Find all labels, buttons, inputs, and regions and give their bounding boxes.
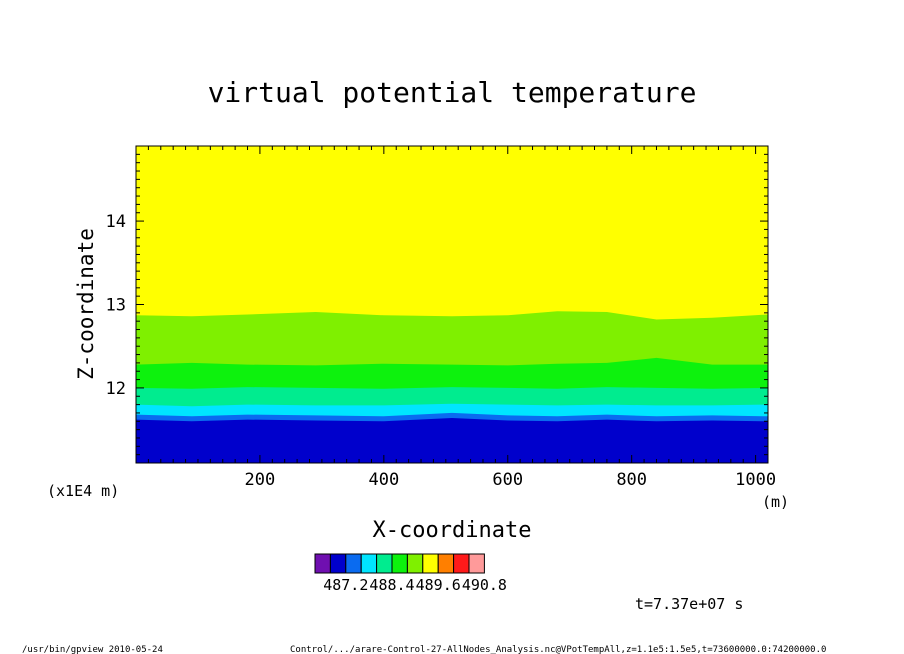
y-axis-label: Z-coordinate (74, 228, 98, 380)
x-tick-label: 200 (245, 470, 276, 490)
colorbar-box (468, 553, 485, 574)
colorbar: 487.2 488.4 489.6 490.8 (314, 553, 507, 594)
colorbar-box (406, 553, 424, 574)
colorbar-box (422, 553, 439, 574)
colorbar-label: 488.4 (369, 576, 414, 594)
footer-right: Control/.../arare-Control-27-AllNodes_An… (290, 645, 826, 654)
x-tick-label: 600 (492, 470, 523, 490)
colorbar-box (360, 553, 378, 574)
time-label: t=7.37e+07 s (635, 595, 743, 613)
x-unit-label: (m) (762, 493, 789, 511)
contour-band-1 (136, 418, 768, 463)
chart-title: virtual potential temperature (208, 76, 697, 109)
colorbar-box (437, 553, 455, 574)
colorbar-box (329, 553, 347, 574)
colorbar-label: 489.6 (416, 576, 461, 594)
x-tick-label: 1000 (735, 470, 776, 490)
colorbar-label: 487.2 (323, 576, 368, 594)
contour-plot-area (136, 146, 768, 463)
y-tick-label: 14 (106, 212, 126, 232)
colorbar-box (345, 553, 362, 574)
x-tick-label: 800 (616, 470, 647, 490)
axes: 200 400 600 800 1000 12 13 14 (106, 145, 776, 490)
colorbar-box (453, 553, 470, 574)
colorbar-box (314, 553, 331, 574)
colorbar-box (376, 553, 393, 574)
x-tick-label: 400 (368, 470, 399, 490)
colorbar-label: 490.8 (462, 576, 507, 594)
colorbar-box (391, 553, 408, 574)
x-axis-label: X-coordinate (373, 518, 532, 543)
y-tick-label: 12 (106, 379, 126, 399)
y-tick-label: 13 (106, 296, 126, 316)
y-scale-note: (x1E4 m) (47, 482, 119, 500)
footer-left: /usr/bin/gpview 2010-05-24 (22, 645, 163, 654)
